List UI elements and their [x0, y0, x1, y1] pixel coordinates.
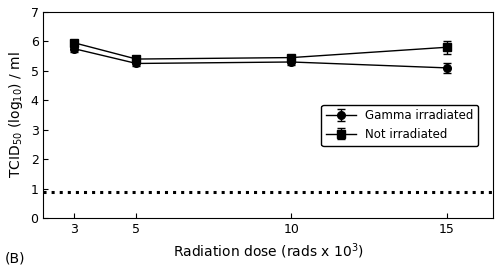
Y-axis label: TCID$_{50}$ (log$_{10}$) / ml: TCID$_{50}$ (log$_{10}$) / ml [7, 52, 25, 178]
Text: (B): (B) [5, 251, 25, 265]
Legend: Gamma irradiated, Not irradiated: Gamma irradiated, Not irradiated [322, 105, 478, 146]
X-axis label: Radiation dose (rads x 10$^3$): Radiation dose (rads x 10$^3$) [172, 241, 364, 261]
